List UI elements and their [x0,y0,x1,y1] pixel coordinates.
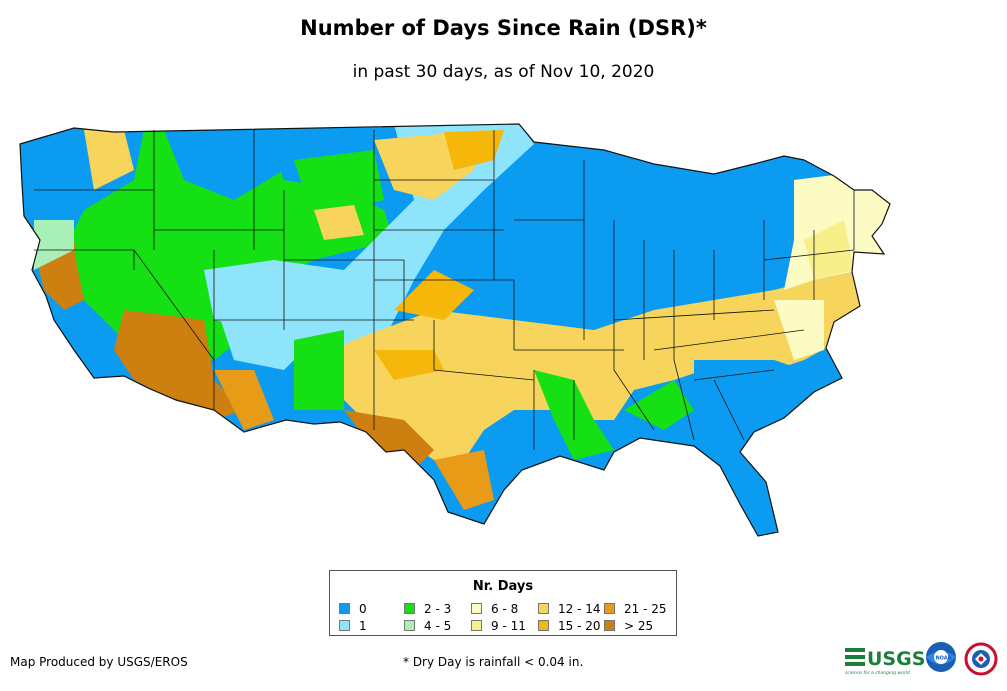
nws-logo [964,642,998,676]
legend-label-5: 9 - 11 [491,619,526,633]
logos-svg: USGS science for a changing world NOAA [845,642,998,676]
legend-label-8: 21 - 25 [624,602,667,616]
legend-item-0: 0 [339,602,367,616]
us-map [14,120,1004,540]
legend-item-1: 1 [339,619,367,633]
legend-swatch-9 [604,620,615,631]
legend-label-6: 12 - 14 [558,602,601,616]
map-title: Number of Days Since Rain (DSR)* [300,16,707,40]
footnote: * Dry Day is rainfall < 0.04 in. [403,655,584,669]
usgs-logo: USGS science for a changing world [845,648,925,676]
map-subtitle: in past 30 days, as of Nov 10, 2020 [352,62,655,82]
legend-item-8: 21 - 25 [604,602,667,616]
usgs-tagline: science for a changing world [845,670,910,676]
legend-label-3: 4 - 5 [424,619,452,633]
map-color-regions [20,124,890,536]
legend-item-7: 15 - 20 [538,619,601,633]
legend-item-4: 6 - 8 [471,602,518,616]
legend-swatch-0 [339,603,350,614]
legend-item-9: > 25 [604,619,653,633]
legend-label-4: 6 - 8 [491,602,519,616]
legend-item-5: 9 - 11 [471,619,526,633]
legend-item-6: 12 - 14 [538,602,601,616]
legend-swatch-6 [538,603,549,614]
noaa-wordmark: NOAA [936,656,952,662]
legend-label-9: > 25 [624,619,654,633]
us-outline [19,123,891,537]
legend-label-2: 2 - 3 [424,602,452,616]
legend-swatch-8 [604,603,615,614]
legend-swatch-1 [339,620,350,631]
legend-item-2: 2 - 3 [404,602,451,616]
legend-label-0: 0 [359,602,367,616]
legend-item-3: 4 - 5 [404,619,451,633]
us-map-svg [19,123,891,537]
legend-swatch-4 [471,603,482,614]
map-credit: Map Produced by USGS/EROS [10,655,188,669]
noaa-logo: NOAA [926,642,956,672]
usgs-wordmark: USGS [867,648,925,670]
legend: Nr. Days 0 1 2 - 3 4 - 5 6 - 8 9 - 11 12… [329,570,677,636]
legend-swatch-7 [538,620,549,631]
legend-label-7: 15 - 20 [558,619,601,633]
legend-swatch-3 [404,620,415,631]
legend-swatch-2 [404,603,415,614]
legend-label-1: 1 [359,619,367,633]
state-boundaries [34,130,855,450]
legend-title: Nr. Days [472,579,534,594]
legend-swatch-5 [471,620,482,631]
agency-logos: USGS science for a changing world NOAA [843,638,1007,678]
